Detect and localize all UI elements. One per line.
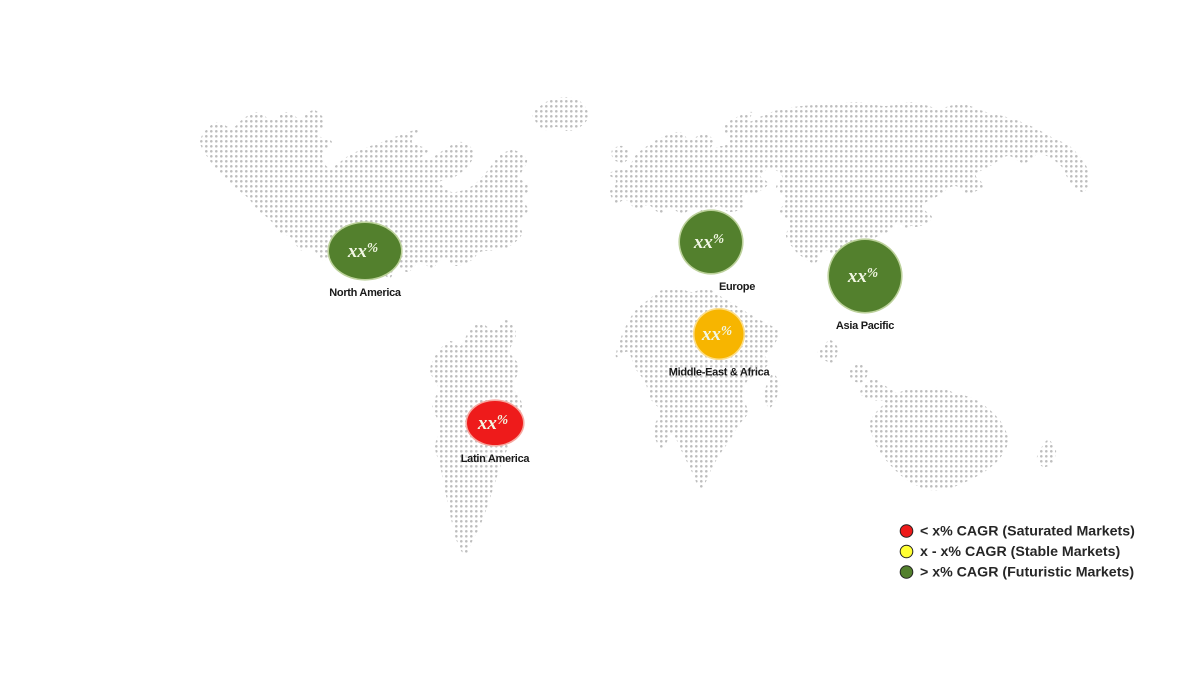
svg-text:Europe: Europe [719,281,755,293]
svg-text:> x% CAGR (Futuristic Markets): > x% CAGR (Futuristic Markets) [920,565,1134,581]
svg-text:Asia Pacific: Asia Pacific [836,320,894,332]
svg-text:North America: North America [329,287,402,299]
svg-text:x - x% CAGR (Stable Markets): x - x% CAGR (Stable Markets) [920,544,1121,560]
svg-text:Latin America: Latin America [461,453,531,465]
svg-text:Middle-East & Africa: Middle-East & Africa [669,367,771,379]
svg-text:< x% CAGR (Saturated Markets): < x% CAGR (Saturated Markets) [920,524,1135,540]
